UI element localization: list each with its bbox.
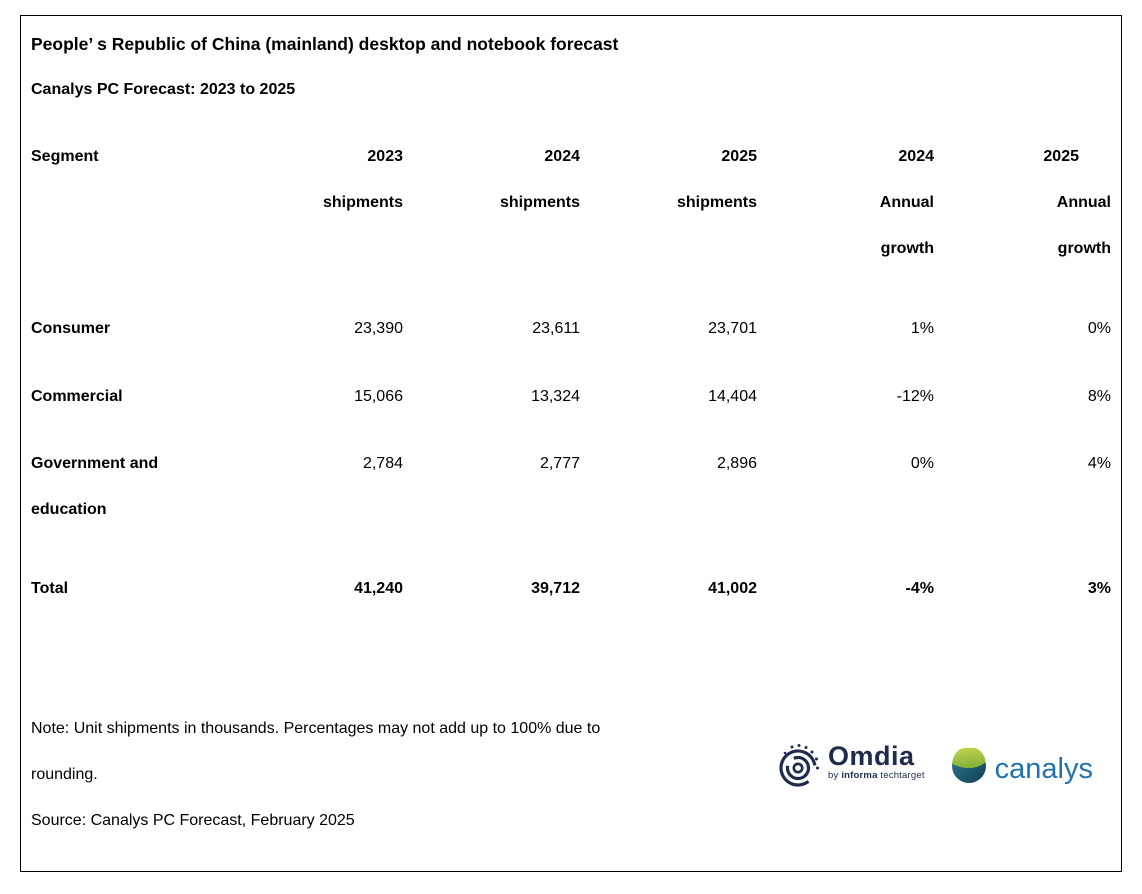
value-cell: 41,240	[354, 580, 403, 597]
table-row-government-education: Government and education 2,784 2,777 2,8…	[31, 441, 1112, 533]
value-cell: 41,002	[708, 580, 757, 597]
value-cell: 14,404	[708, 388, 757, 405]
footnote: Note: Unit shipments in thousands. Perce…	[31, 706, 1112, 798]
value-cell: 2,777	[539, 455, 580, 472]
segment-cell: Government and education	[31, 455, 159, 518]
footnote-line-1: Note: Unit shipments in thousands. Perce…	[31, 720, 601, 737]
logo-row: Omdia by informa techtarget	[776, 742, 1093, 795]
column-header-segment: Segment	[31, 148, 99, 165]
value-cell: -4%	[905, 580, 934, 597]
omdia-logo: Omdia by informa techtarget	[776, 742, 925, 795]
value-cell: 23,390	[354, 320, 403, 337]
value-cell: 2,784	[362, 455, 403, 472]
footnote-line-2: rounding.	[31, 766, 98, 783]
segment-cell: Commercial	[31, 388, 123, 405]
table-row-commercial: Commercial 15,066 13,324 14,404 -12% 8%	[31, 374, 1112, 420]
value-cell: 15,066	[354, 388, 403, 405]
value-cell: 3%	[1087, 580, 1111, 597]
table-row-total: Total 41,240 39,712 41,002 -4% 3%	[31, 566, 1112, 612]
column-header-2024-shipments: 2024 shipments	[499, 148, 580, 211]
value-cell: 4%	[1087, 455, 1111, 472]
omdia-name: Omdia	[828, 741, 915, 771]
table-subtitle: Canalys PC Forecast: 2023 to 2025	[31, 81, 296, 98]
value-cell: 23,611	[532, 320, 580, 337]
segment-cell: Total	[31, 580, 69, 597]
segment-cell: Consumer	[31, 320, 111, 337]
value-cell: 8%	[1087, 388, 1111, 405]
value-cell: 13,324	[531, 388, 580, 405]
value-cell: 0%	[1087, 320, 1111, 337]
canalys-name: canalys	[994, 752, 1093, 785]
table-title: People’ s Republic of China (mainland) d…	[31, 34, 619, 54]
table-row-consumer: Consumer 23,390 23,611 23,701 1% 0%	[31, 306, 1112, 352]
value-cell: 2,896	[716, 455, 757, 472]
value-cell: 1%	[910, 320, 934, 337]
canalys-logo: canalys	[951, 746, 1093, 789]
forecast-table-card: People’ s Republic of China (mainland) d…	[20, 15, 1122, 872]
table-header-row: Segment 2023 shipments 2024 shipments 20…	[31, 134, 1112, 272]
canalys-sphere-icon	[951, 746, 987, 789]
value-cell: 0%	[910, 455, 934, 472]
value-cell: -12%	[896, 388, 934, 405]
omdia-wordmark: Omdia by informa techtarget	[828, 742, 925, 781]
omdia-tagline: by informa techtarget	[828, 770, 925, 781]
value-cell: 39,712	[531, 580, 580, 597]
value-cell: 23,701	[708, 320, 757, 337]
source-note: Source: Canalys PC Forecast, February 20…	[31, 812, 355, 829]
column-header-2025-growth: 2025 Annual growth	[1043, 148, 1111, 257]
omdia-spiral-icon	[776, 742, 822, 795]
column-header-2023-shipments: 2023 shipments	[322, 148, 403, 211]
column-header-2025-shipments: 2025 shipments	[676, 148, 757, 211]
column-header-2024-growth: 2024 Annual growth	[879, 148, 934, 257]
